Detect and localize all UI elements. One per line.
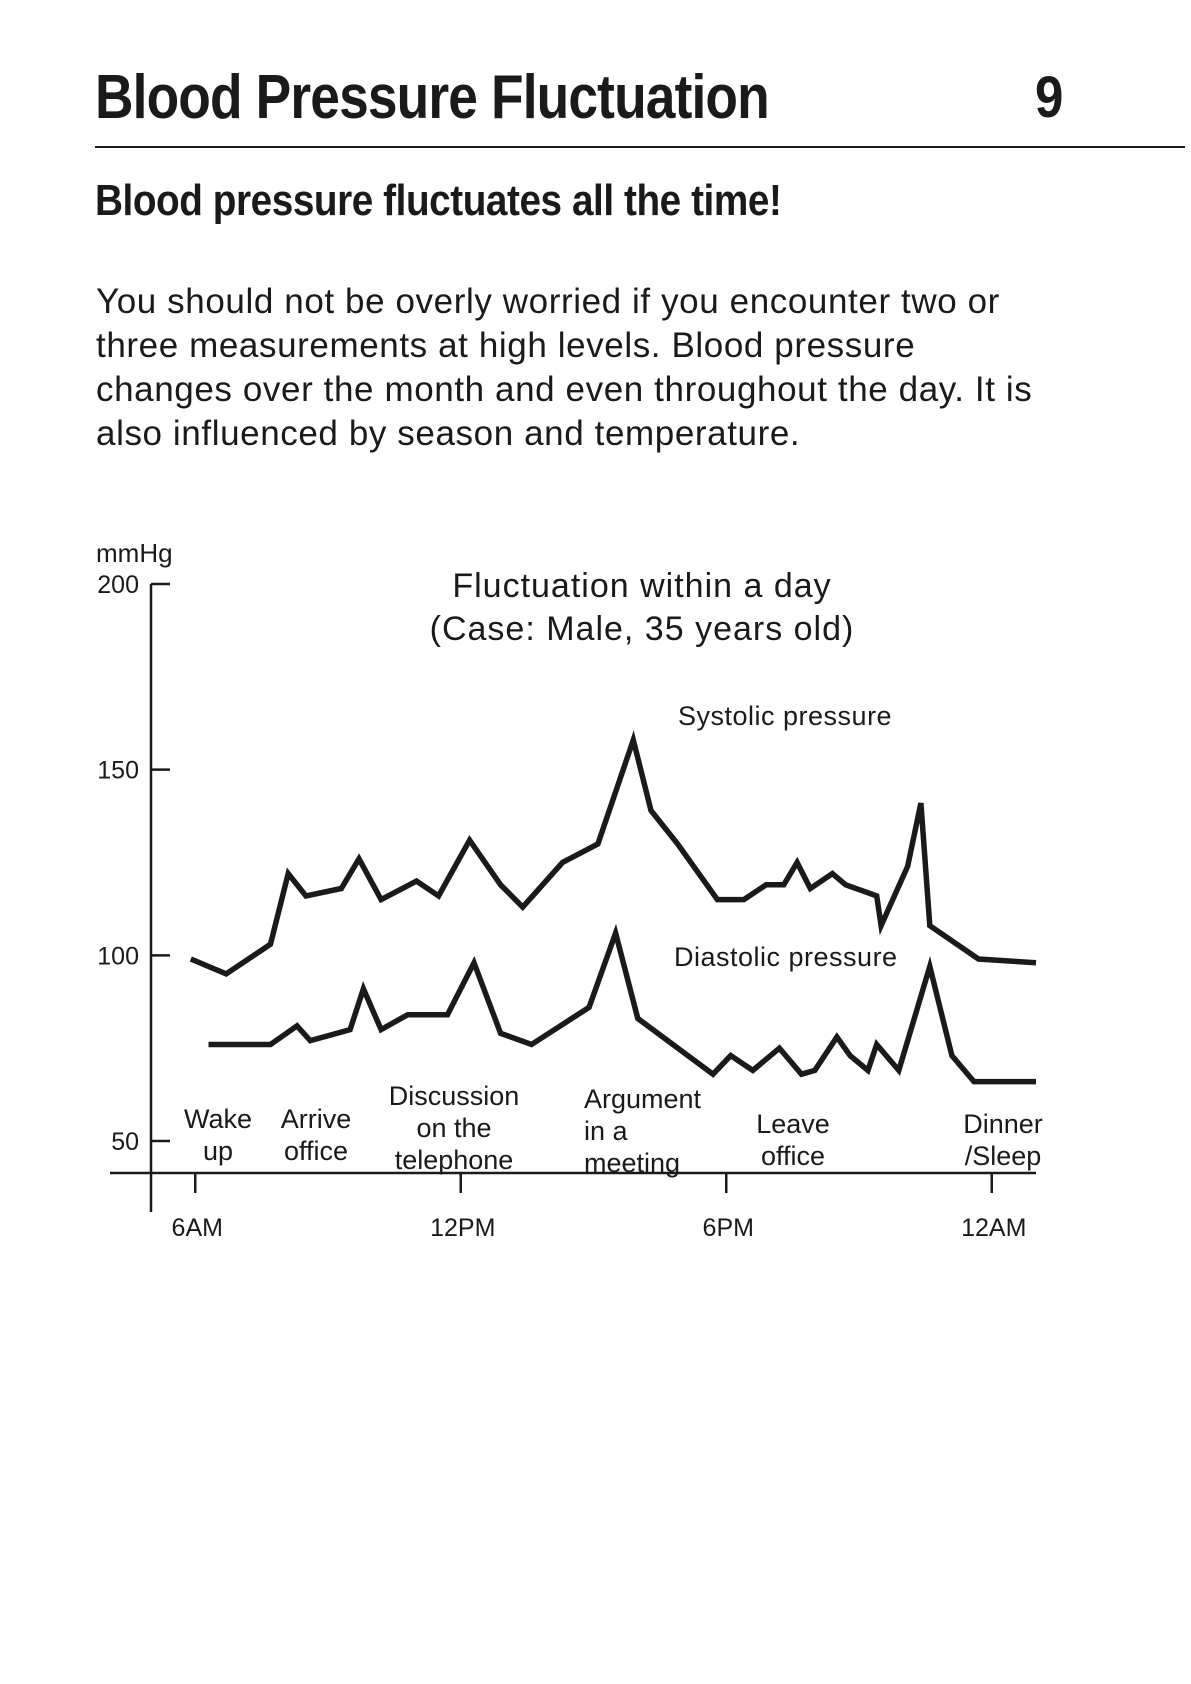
- y-tick-label: 200: [97, 571, 139, 599]
- event-label: Dinner/Sleep: [963, 1109, 1043, 1171]
- paragraph-line: You should not be overly worried if you …: [96, 282, 1000, 321]
- event-label-line: meeting: [584, 1148, 680, 1178]
- chart-axes: 200 150 100 50 6AM 12PM 6PM 12AM: [97, 571, 1036, 1242]
- event-label-line: Dinner: [963, 1109, 1043, 1139]
- x-tick-label: 6PM: [703, 1214, 754, 1242]
- event-label-line: Leave: [756, 1109, 830, 1139]
- y-axis-unit-label: mmHg: [96, 538, 173, 568]
- y-tick-label: 100: [97, 942, 139, 970]
- chart-title: Fluctuation within a day: [452, 567, 831, 605]
- page-number: 9: [1035, 65, 1064, 130]
- event-label-line: telephone: [395, 1145, 514, 1175]
- diastolic-series-label: Diastolic pressure: [674, 942, 898, 972]
- paragraph-line: changes over the month and even througho…: [96, 370, 1033, 409]
- chart-labels: mmHg Fluctuation within a day (Case: Mal…: [96, 538, 898, 972]
- event-label-line: office: [284, 1136, 348, 1166]
- event-label-line: on the: [416, 1113, 491, 1143]
- page-header: Blood Pressure Fluctuation 9: [95, 58, 1185, 148]
- chart-series: [189, 730, 1037, 1085]
- event-label-line: Wake: [184, 1104, 252, 1134]
- paragraph-line: also influenced by season and temperatur…: [96, 414, 801, 453]
- paragraph-line: three measurements at high levels. Blood…: [96, 326, 916, 365]
- event-label-line: in a: [584, 1116, 629, 1146]
- diastolic-line: [208, 923, 1036, 1085]
- event-label-line: office: [761, 1141, 825, 1171]
- event-label-line: Arrive: [281, 1104, 352, 1134]
- x-tick-label: 6AM: [172, 1214, 223, 1242]
- page-title: Blood Pressure Fluctuation: [95, 63, 770, 132]
- systolic-series-label: Systolic pressure: [678, 701, 892, 731]
- systolic-line: [189, 730, 1037, 978]
- event-label-line: Discussion: [389, 1081, 520, 1111]
- x-tick-label: 12AM: [961, 1214, 1026, 1242]
- y-tick-label: 150: [97, 757, 139, 785]
- event-label-line: up: [203, 1136, 233, 1166]
- event-label-line: Argument: [584, 1084, 702, 1114]
- chart-subtitle: (Case: Male, 35 years old): [430, 610, 855, 648]
- section-heading: Blood pressure fluctuates all the time!: [95, 176, 782, 225]
- event-label-line: /Sleep: [965, 1141, 1042, 1171]
- y-tick-label: 50: [111, 1128, 139, 1156]
- intro-paragraph: You should not be overly worried if you …: [96, 280, 1096, 456]
- x-tick-label: 12PM: [430, 1214, 495, 1242]
